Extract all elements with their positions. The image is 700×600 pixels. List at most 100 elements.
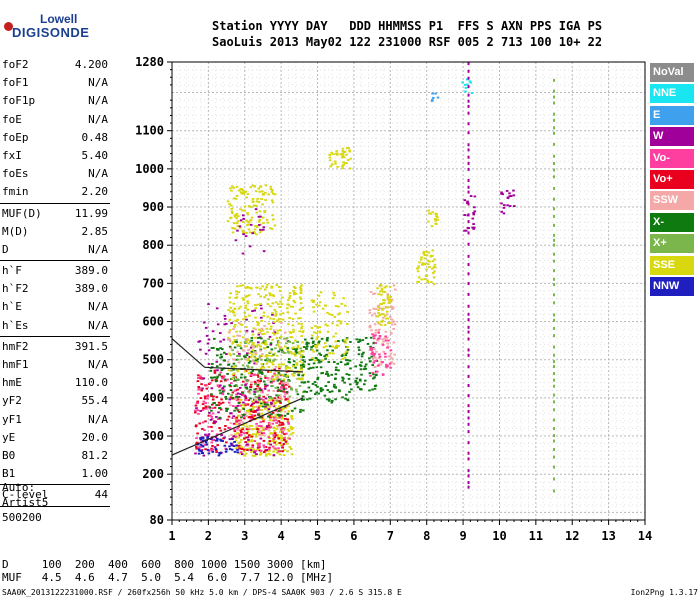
echo-point-sse <box>349 157 352 160</box>
echo-point-x- <box>219 353 223 356</box>
echo-point-x- <box>266 346 270 348</box>
echo-point-sse <box>272 450 275 453</box>
echo-point-x- <box>217 348 220 351</box>
echo-point-sse <box>235 185 239 188</box>
echo-point-sse <box>269 432 273 434</box>
echo-point-sse <box>290 453 294 456</box>
echo-point-sse <box>299 286 302 289</box>
echo-point-sse <box>261 418 264 420</box>
echo-point-x- <box>301 395 305 398</box>
echo-point-x- <box>312 340 315 343</box>
echo-point-sse <box>289 332 293 334</box>
echo-point-w <box>264 397 268 400</box>
echo-point-w <box>270 403 273 406</box>
echo-streak-w <box>467 178 470 182</box>
echo-point-sse <box>268 453 272 456</box>
echo-point-x- <box>334 369 338 371</box>
echo-point-vo- <box>227 401 231 404</box>
echo-point-sse <box>239 191 243 194</box>
echo-point-sse <box>245 448 249 450</box>
echo-point-sse <box>277 405 281 408</box>
echo-point-w <box>253 309 256 312</box>
echo-point-sse <box>263 343 267 346</box>
echo-point-sse <box>289 448 293 450</box>
echo-point-vo- <box>196 380 200 383</box>
echo-point-x- <box>262 380 266 383</box>
echo-point-x- <box>288 361 292 364</box>
echo-point-x- <box>305 347 308 350</box>
echo-point-sse <box>244 304 247 307</box>
echo-point-sse <box>295 362 298 364</box>
echo-point-sse <box>242 231 245 234</box>
echo-point-sse <box>243 370 247 373</box>
echo-point-sse <box>300 322 303 325</box>
echo-point-sse <box>258 404 261 407</box>
echo-point-sse <box>316 326 319 329</box>
echo-point-ssw <box>255 425 259 428</box>
echo-point-ssw <box>250 345 254 347</box>
echo-point-sse <box>299 289 303 291</box>
echo-point-x- <box>300 399 304 401</box>
echo-point-vo- <box>249 404 253 407</box>
echo-point-sse <box>254 435 258 438</box>
echo-streak-w <box>467 213 470 217</box>
echo-point-sse <box>251 333 255 336</box>
param-divider <box>0 505 110 507</box>
echo-point-sse <box>301 362 304 365</box>
echo-point-vo- <box>283 439 286 441</box>
echo-point-vo- <box>271 445 275 448</box>
header-line1: Station YYYY DAY DDD HHMMSS P1 FFS S AXN… <box>212 19 603 33</box>
echo-point-w <box>466 200 469 203</box>
echo-point-sse <box>234 197 238 200</box>
echo-point-sse <box>389 300 393 303</box>
echo-point-sse <box>252 342 255 344</box>
echo-point-sse <box>241 189 244 191</box>
echo-point-x- <box>287 379 290 382</box>
echo-point-sse <box>246 286 249 289</box>
echo-point-x- <box>225 410 228 412</box>
echo-point-sse <box>267 399 271 402</box>
echo-point-ssw <box>372 293 375 295</box>
echo-point-vo- <box>256 379 260 382</box>
echo-point-sse <box>298 350 302 353</box>
echo-point-sse <box>284 345 287 348</box>
echo-point-vo- <box>204 402 207 404</box>
echo-point-vo- <box>285 383 288 386</box>
echo-point-x- <box>348 359 352 362</box>
echo-point-vo- <box>261 391 264 394</box>
echo-point-sse <box>256 286 259 289</box>
echo-point-sse <box>243 232 247 235</box>
echo-point-x- <box>263 375 267 377</box>
echo-point-sse <box>255 200 259 203</box>
echo-point-sse <box>378 314 381 317</box>
echo-point-sse <box>227 309 230 311</box>
param-name: yF1 <box>2 412 22 426</box>
legend-item-sse: SSE <box>650 255 694 275</box>
echo-point-x- <box>236 355 239 357</box>
echo-point-sse <box>235 423 238 426</box>
echo-point-vo- <box>275 422 278 424</box>
echo-point-x- <box>216 375 219 378</box>
echo-point-x- <box>212 347 215 349</box>
echo-point-vo- <box>215 396 219 398</box>
echo-point-sse <box>301 306 304 309</box>
echo-point-ssw <box>379 363 383 366</box>
echo-point-vo- <box>262 444 265 447</box>
echo-point-x- <box>328 345 332 348</box>
echo-streak-w <box>467 93 470 97</box>
x-tick-label: 11 <box>529 529 543 543</box>
echo-point-sse <box>254 316 257 319</box>
echo-point-sse <box>238 189 241 192</box>
echo-point-x- <box>358 338 361 341</box>
echo-point-sse <box>426 279 429 282</box>
echo-point-ssw <box>263 434 266 437</box>
echo-point-sse <box>268 293 272 296</box>
echo-point-vo- <box>256 446 260 449</box>
echo-point-vo- <box>198 446 201 449</box>
echo-point-sse <box>273 352 276 355</box>
echo-point-x- <box>336 362 339 365</box>
echo-point-x- <box>247 366 250 369</box>
echo-point-sse <box>229 310 232 313</box>
echo-point-vo- <box>271 375 274 378</box>
echo-point-sse <box>277 363 281 366</box>
